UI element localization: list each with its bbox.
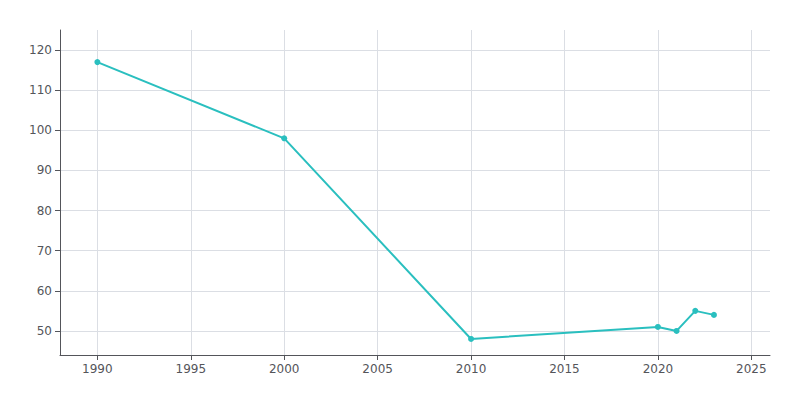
svg-text:2020: 2020 <box>643 362 674 376</box>
svg-text:110: 110 <box>29 83 52 97</box>
svg-text:100: 100 <box>29 123 52 137</box>
svg-text:1990: 1990 <box>82 362 113 376</box>
svg-text:1995: 1995 <box>176 362 207 376</box>
svg-text:2025: 2025 <box>736 362 767 376</box>
svg-text:2010: 2010 <box>456 362 487 376</box>
svg-text:2005: 2005 <box>362 362 393 376</box>
svg-text:2015: 2015 <box>549 362 580 376</box>
svg-text:80: 80 <box>37 204 52 218</box>
svg-text:2000: 2000 <box>269 362 300 376</box>
svg-text:60: 60 <box>37 284 52 298</box>
svg-text:70: 70 <box>37 244 52 258</box>
svg-text:120: 120 <box>29 43 52 57</box>
svg-text:90: 90 <box>37 163 52 177</box>
svg-text:50: 50 <box>37 324 52 338</box>
